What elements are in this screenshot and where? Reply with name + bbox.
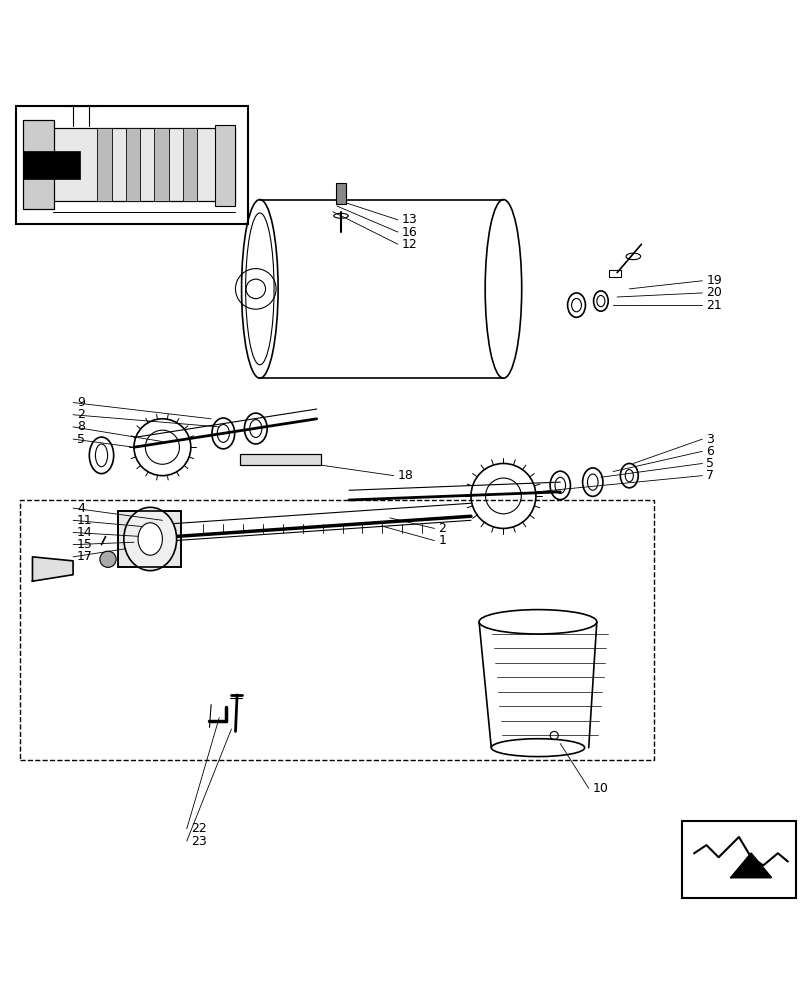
- Text: 14: 14: [77, 526, 92, 539]
- Polygon shape: [730, 853, 770, 878]
- Circle shape: [100, 551, 116, 567]
- Bar: [182, 128, 197, 201]
- Text: 8: 8: [77, 420, 85, 433]
- Bar: [97, 128, 112, 201]
- Bar: [608, 270, 620, 277]
- Text: 2: 2: [438, 522, 446, 535]
- Bar: [126, 128, 140, 201]
- Text: 2: 2: [77, 408, 85, 421]
- Text: 11: 11: [77, 514, 92, 527]
- Bar: [24, 128, 235, 201]
- Text: 6: 6: [706, 445, 714, 458]
- Text: 18: 18: [397, 469, 414, 482]
- Text: 16: 16: [401, 226, 417, 239]
- Bar: [182, 128, 197, 201]
- Bar: [23, 151, 79, 179]
- Ellipse shape: [138, 523, 162, 555]
- Polygon shape: [32, 557, 73, 581]
- Text: 4: 4: [77, 502, 85, 515]
- Text: 22: 22: [191, 822, 206, 835]
- Text: 21: 21: [706, 299, 721, 312]
- Bar: [24, 128, 235, 201]
- Text: 12: 12: [401, 238, 417, 251]
- Text: 5: 5: [77, 433, 85, 446]
- Text: 1: 1: [438, 534, 446, 547]
- Text: 5: 5: [706, 457, 714, 470]
- Text: 9: 9: [77, 396, 85, 409]
- Ellipse shape: [123, 507, 176, 571]
- Bar: [20, 500, 653, 760]
- Bar: [681, 821, 795, 898]
- Bar: [239, 454, 320, 465]
- Bar: [215, 125, 235, 206]
- Bar: [16, 106, 247, 224]
- Bar: [97, 128, 112, 201]
- Text: 19: 19: [706, 274, 721, 287]
- Bar: [126, 128, 140, 201]
- Bar: [118, 511, 181, 567]
- Bar: [23, 120, 54, 209]
- Text: 20: 20: [706, 286, 722, 299]
- Text: 23: 23: [191, 835, 206, 848]
- Text: 7: 7: [706, 469, 714, 482]
- Bar: [336, 183, 345, 204]
- Text: 13: 13: [401, 213, 417, 226]
- Bar: [239, 454, 320, 465]
- Text: 17: 17: [77, 550, 93, 563]
- Text: 10: 10: [592, 782, 608, 795]
- Bar: [23, 120, 54, 209]
- Text: 3: 3: [706, 433, 714, 446]
- Bar: [154, 128, 169, 201]
- Bar: [154, 128, 169, 201]
- Text: 15: 15: [77, 538, 93, 551]
